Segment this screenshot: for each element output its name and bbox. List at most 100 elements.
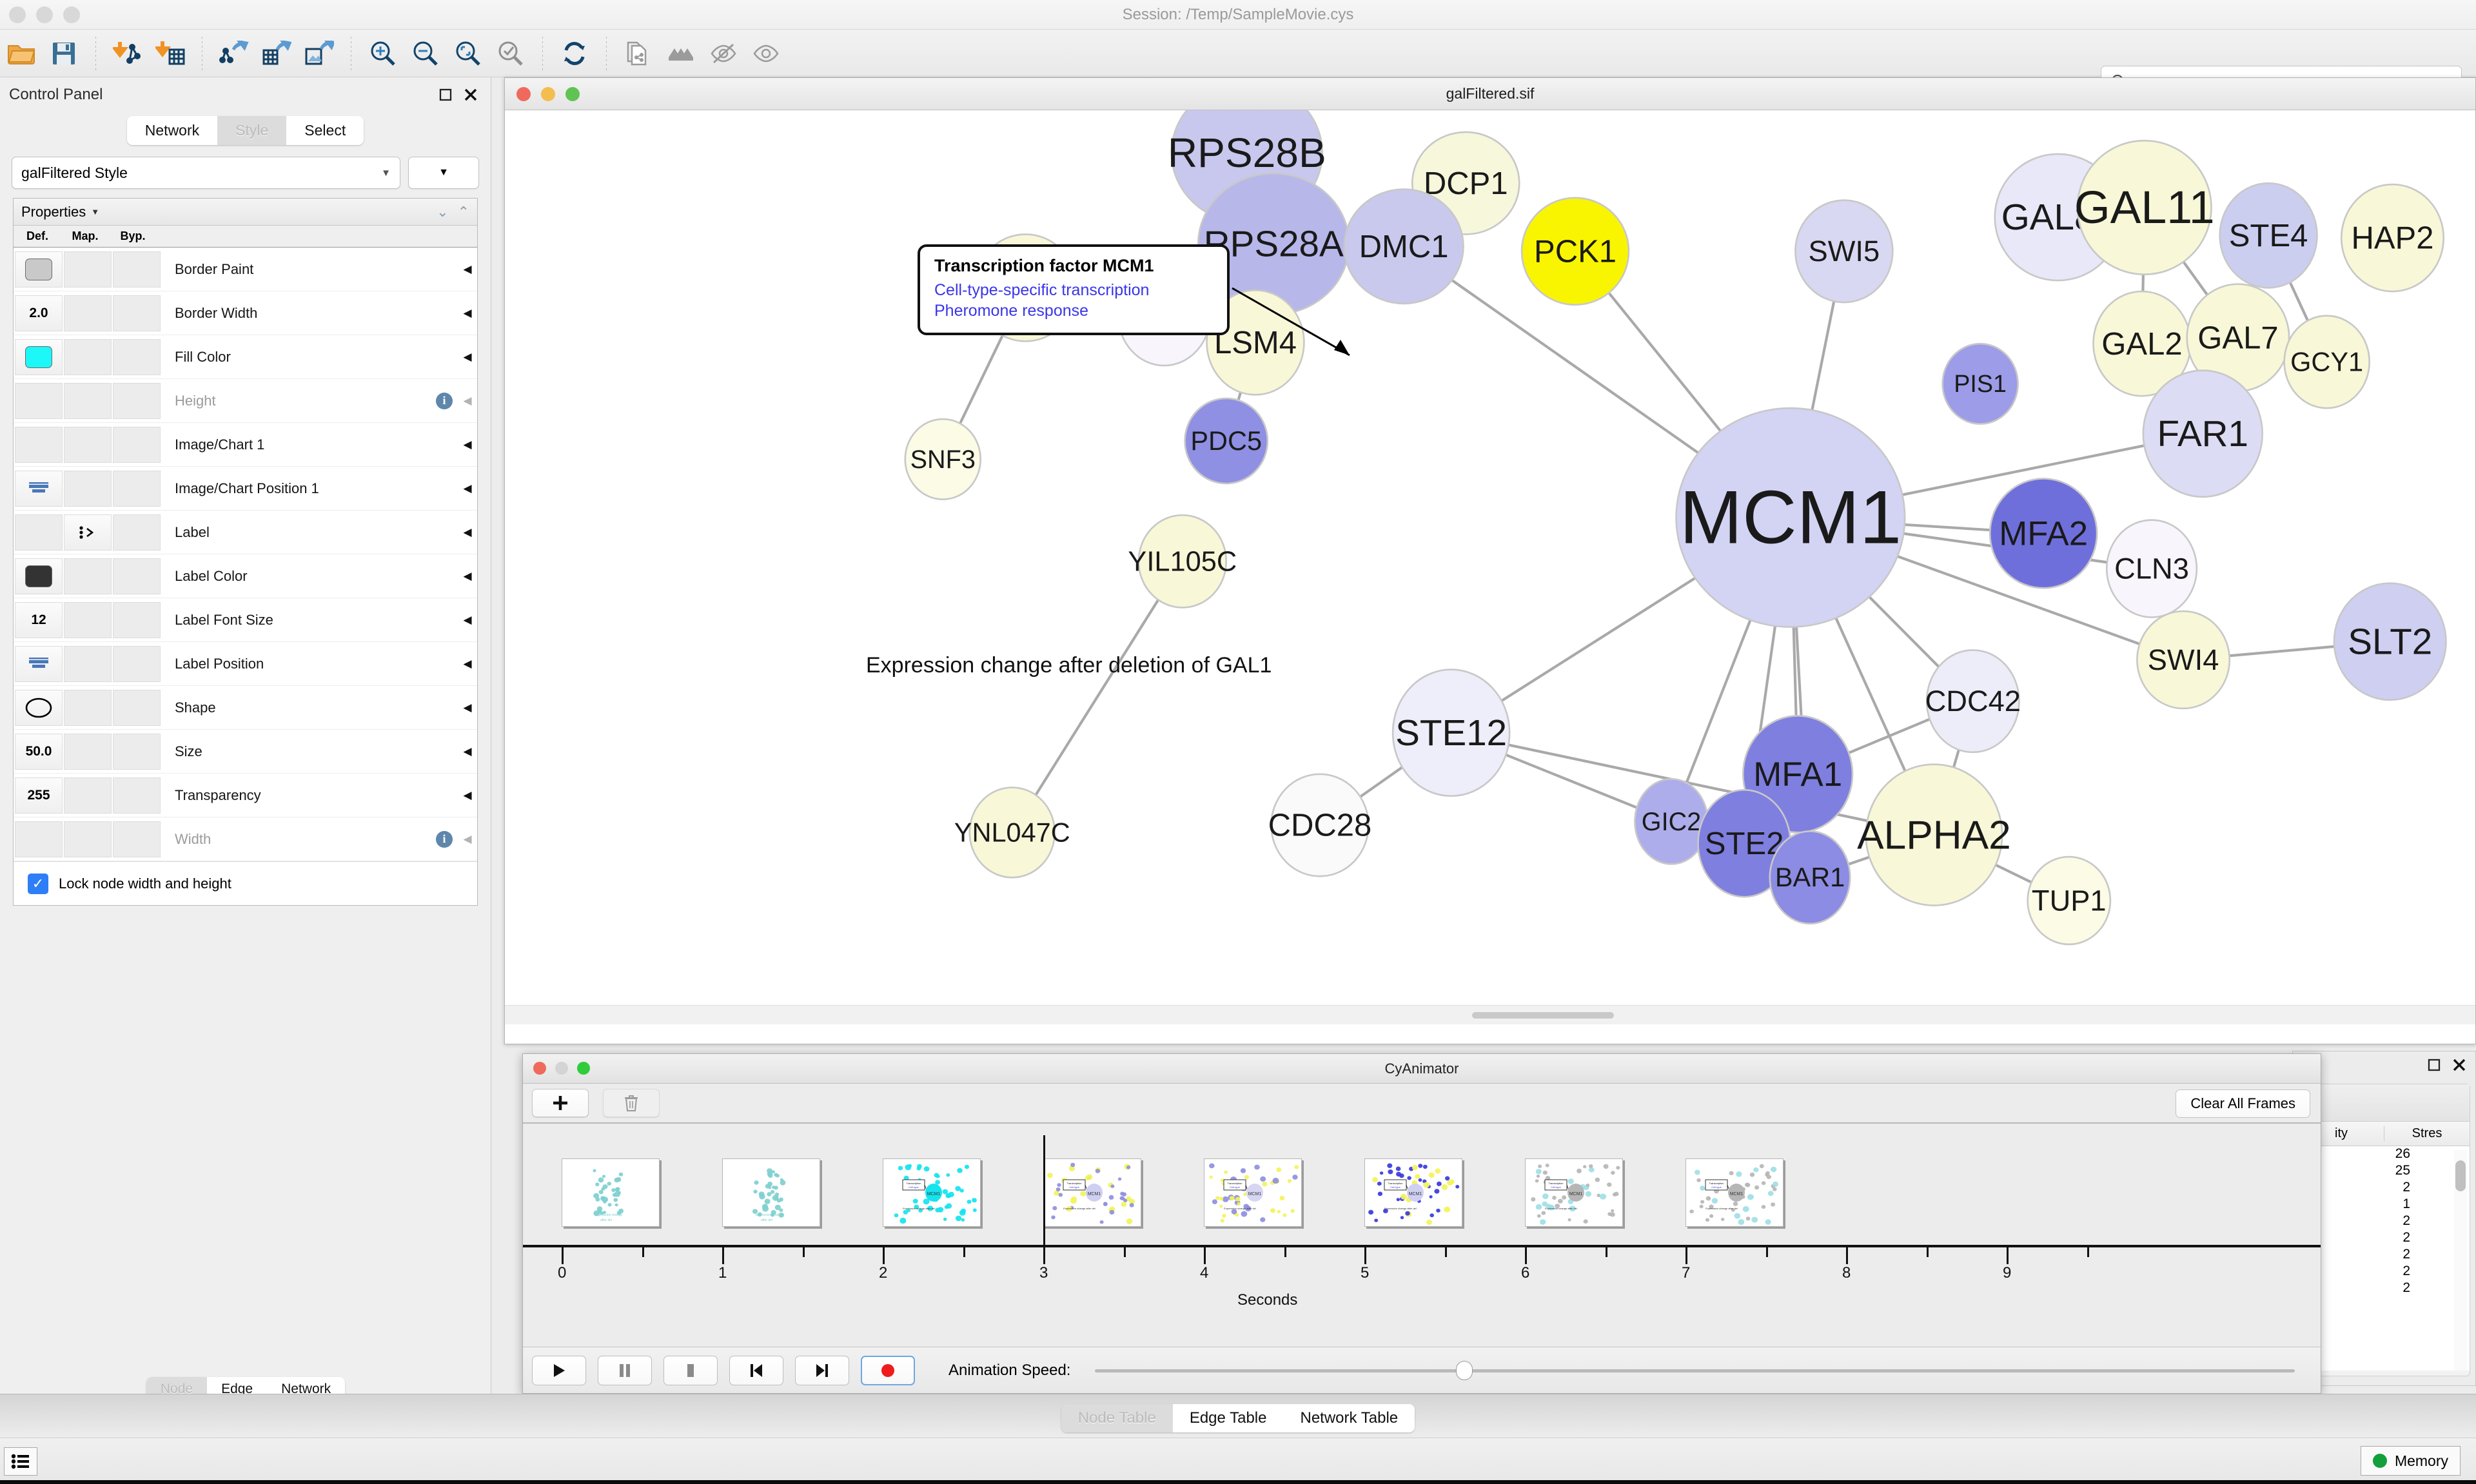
property-default-cell[interactable] bbox=[15, 558, 63, 594]
hide-selected-icon[interactable] bbox=[702, 34, 745, 73]
property-bypass-cell[interactable] bbox=[113, 821, 161, 857]
table-cell[interactable]: 1 bbox=[2402, 1196, 2410, 1211]
animation-speed-slider[interactable] bbox=[1095, 1356, 2295, 1385]
network-node[interactable]: STE2 bbox=[1697, 789, 1792, 898]
property-bypass-cell[interactable] bbox=[113, 426, 161, 463]
expand-property-icon[interactable]: ◀ bbox=[463, 788, 472, 801]
float-panel-icon[interactable] bbox=[439, 88, 452, 101]
network-node[interactable]: GAL11 bbox=[2074, 139, 2215, 275]
property-row[interactable]: Height i ◀ bbox=[14, 379, 477, 423]
table-cell[interactable]: 2 bbox=[2402, 1280, 2410, 1295]
expand-property-icon[interactable]: ◀ bbox=[463, 745, 472, 757]
property-row[interactable]: Image/Chart 1 ◀ bbox=[14, 423, 477, 467]
network-node[interactable]: FAR1 bbox=[2142, 369, 2264, 498]
property-mapping-cell[interactable] bbox=[64, 733, 112, 770]
property-default-cell[interactable]: 255 bbox=[15, 777, 63, 814]
property-default-cell[interactable]: 12 bbox=[15, 601, 63, 638]
property-mapping-cell[interactable] bbox=[64, 514, 112, 551]
close-cyanimator-dot[interactable] bbox=[533, 1062, 546, 1075]
network-node[interactable]: STE4 bbox=[2219, 182, 2318, 289]
network-node[interactable]: ALPHA2 bbox=[1857, 763, 2011, 906]
table-cell[interactable]: 2 bbox=[2402, 1264, 2410, 1278]
lock-node-size-checkbox[interactable]: ✓ bbox=[28, 873, 48, 894]
export-table-icon[interactable] bbox=[255, 34, 298, 73]
property-row[interactable]: Fill Color ◀ bbox=[14, 335, 477, 379]
property-bypass-cell[interactable] bbox=[113, 470, 161, 507]
network-node[interactable]: SWI5 bbox=[1794, 199, 1894, 304]
network-canvas[interactable]: RPS28B DCP1 RPS28A DMC1 PCK1 SWI5 GAL80 GAL11 ST… bbox=[505, 110, 2475, 1024]
tab-select[interactable]: Select bbox=[286, 116, 364, 145]
refresh-icon[interactable] bbox=[553, 34, 596, 73]
property-bypass-cell[interactable] bbox=[113, 251, 161, 288]
expand-property-icon[interactable]: ◀ bbox=[463, 438, 472, 451]
property-mapping-cell[interactable] bbox=[64, 470, 112, 507]
zoom-selected-icon[interactable] bbox=[447, 34, 489, 73]
network-node[interactable]: BAR1 bbox=[1769, 830, 1851, 925]
zoom-out-icon[interactable] bbox=[404, 34, 447, 73]
open-folder-icon[interactable] bbox=[0, 34, 43, 73]
network-node[interactable]: SWI4 bbox=[2136, 610, 2231, 710]
property-bypass-cell[interactable] bbox=[113, 689, 161, 726]
property-bypass-cell[interactable] bbox=[113, 295, 161, 331]
property-row[interactable]: 50.0 Size ◀ bbox=[14, 730, 477, 774]
expand-property-icon[interactable]: ◀ bbox=[463, 350, 472, 363]
property-mapping-cell[interactable] bbox=[64, 821, 112, 857]
property-bypass-cell[interactable] bbox=[113, 338, 161, 375]
network-node[interactable]: STE12 bbox=[1391, 669, 1511, 797]
network-node[interactable]: MFA2 bbox=[1989, 478, 2098, 589]
property-bypass-cell[interactable] bbox=[113, 558, 161, 594]
network-node[interactable]: MCM1 bbox=[1675, 407, 1906, 628]
float-panel-icon[interactable] bbox=[2428, 1059, 2441, 1075]
timeline-frame[interactable]: MCM1 Transcription Cell-type Expression cha… bbox=[1364, 1158, 1462, 1227]
expand-property-icon[interactable]: ◀ bbox=[463, 657, 472, 670]
property-default-cell[interactable] bbox=[15, 821, 63, 857]
maximize-cyanimator-dot[interactable] bbox=[577, 1062, 590, 1075]
timeline-frame[interactable]: MCM1 Transcription Cell-type Expression cha… bbox=[1525, 1158, 1623, 1227]
property-row[interactable]: Image/Chart Position 1 ◀ bbox=[14, 467, 477, 511]
play-button[interactable] bbox=[532, 1355, 586, 1385]
expand-property-icon[interactable]: ◀ bbox=[463, 701, 472, 714]
timeline-frame[interactable]: MCM1 Transcription Cell-type Expression cha… bbox=[1204, 1158, 1302, 1227]
expand-property-icon[interactable]: ◀ bbox=[463, 262, 472, 275]
style-select-dropdown[interactable]: galFiltered Style ▼ bbox=[12, 157, 400, 189]
expand-property-icon[interactable]: ◀ bbox=[463, 394, 472, 407]
network-edge[interactable] bbox=[1011, 560, 1184, 834]
tab-node-table[interactable]: Node Table bbox=[1061, 1403, 1173, 1432]
table-cell[interactable]: 2 bbox=[2402, 1230, 2410, 1245]
expand-property-icon[interactable]: ◀ bbox=[463, 525, 472, 538]
minimize-window-dot[interactable] bbox=[36, 6, 53, 23]
property-default-cell[interactable] bbox=[15, 514, 63, 551]
network-node[interactable]: GAL7 bbox=[2186, 283, 2290, 393]
property-mapping-cell[interactable] bbox=[64, 601, 112, 638]
property-mapping-cell[interactable] bbox=[64, 558, 112, 594]
property-default-cell[interactable] bbox=[15, 338, 63, 375]
expand-property-icon[interactable]: ◀ bbox=[463, 482, 472, 494]
property-bypass-cell[interactable] bbox=[113, 601, 161, 638]
table-grid[interactable]: ity Stres 26 25 2 1 2 2 2 2 2 bbox=[2299, 1122, 2470, 1371]
property-row[interactable]: 12 Label Font Size ◀ bbox=[14, 598, 477, 642]
expand-property-icon[interactable]: ◀ bbox=[463, 569, 472, 582]
property-mapping-cell[interactable] bbox=[64, 426, 112, 463]
timeline-frame[interactable]: Expression change after del bbox=[562, 1158, 660, 1227]
property-default-cell[interactable] bbox=[15, 426, 63, 463]
maximize-network-dot[interactable] bbox=[565, 87, 580, 101]
next-frame-button[interactable] bbox=[795, 1355, 849, 1385]
property-default-cell[interactable] bbox=[15, 251, 63, 288]
property-default-cell[interactable] bbox=[15, 470, 63, 507]
property-default-cell[interactable] bbox=[15, 382, 63, 419]
timeline-frame[interactable]: MCM1 Transcription Cell-type Expression cha… bbox=[1043, 1158, 1141, 1227]
network-node[interactable]: GIC2 bbox=[1634, 778, 1709, 865]
property-bypass-cell[interactable] bbox=[113, 777, 161, 814]
lock-node-size-row[interactable]: ✓ Lock node width and height bbox=[14, 861, 477, 905]
export-image-icon[interactable] bbox=[298, 34, 340, 73]
property-row[interactable]: Border Paint ◀ bbox=[14, 248, 477, 291]
show-all-icon[interactable] bbox=[745, 34, 787, 73]
table-cell[interactable]: 2 bbox=[2402, 1180, 2410, 1195]
network-node[interactable]: YIL105C bbox=[1128, 514, 1237, 609]
property-default-cell[interactable] bbox=[15, 645, 63, 682]
export-network-icon[interactable] bbox=[213, 34, 255, 73]
cyanimator-timeline[interactable]: Expression change after del Expression cha… bbox=[523, 1125, 2321, 1318]
new-network-icon[interactable] bbox=[617, 34, 660, 73]
timeline-playhead[interactable] bbox=[1043, 1135, 1045, 1259]
